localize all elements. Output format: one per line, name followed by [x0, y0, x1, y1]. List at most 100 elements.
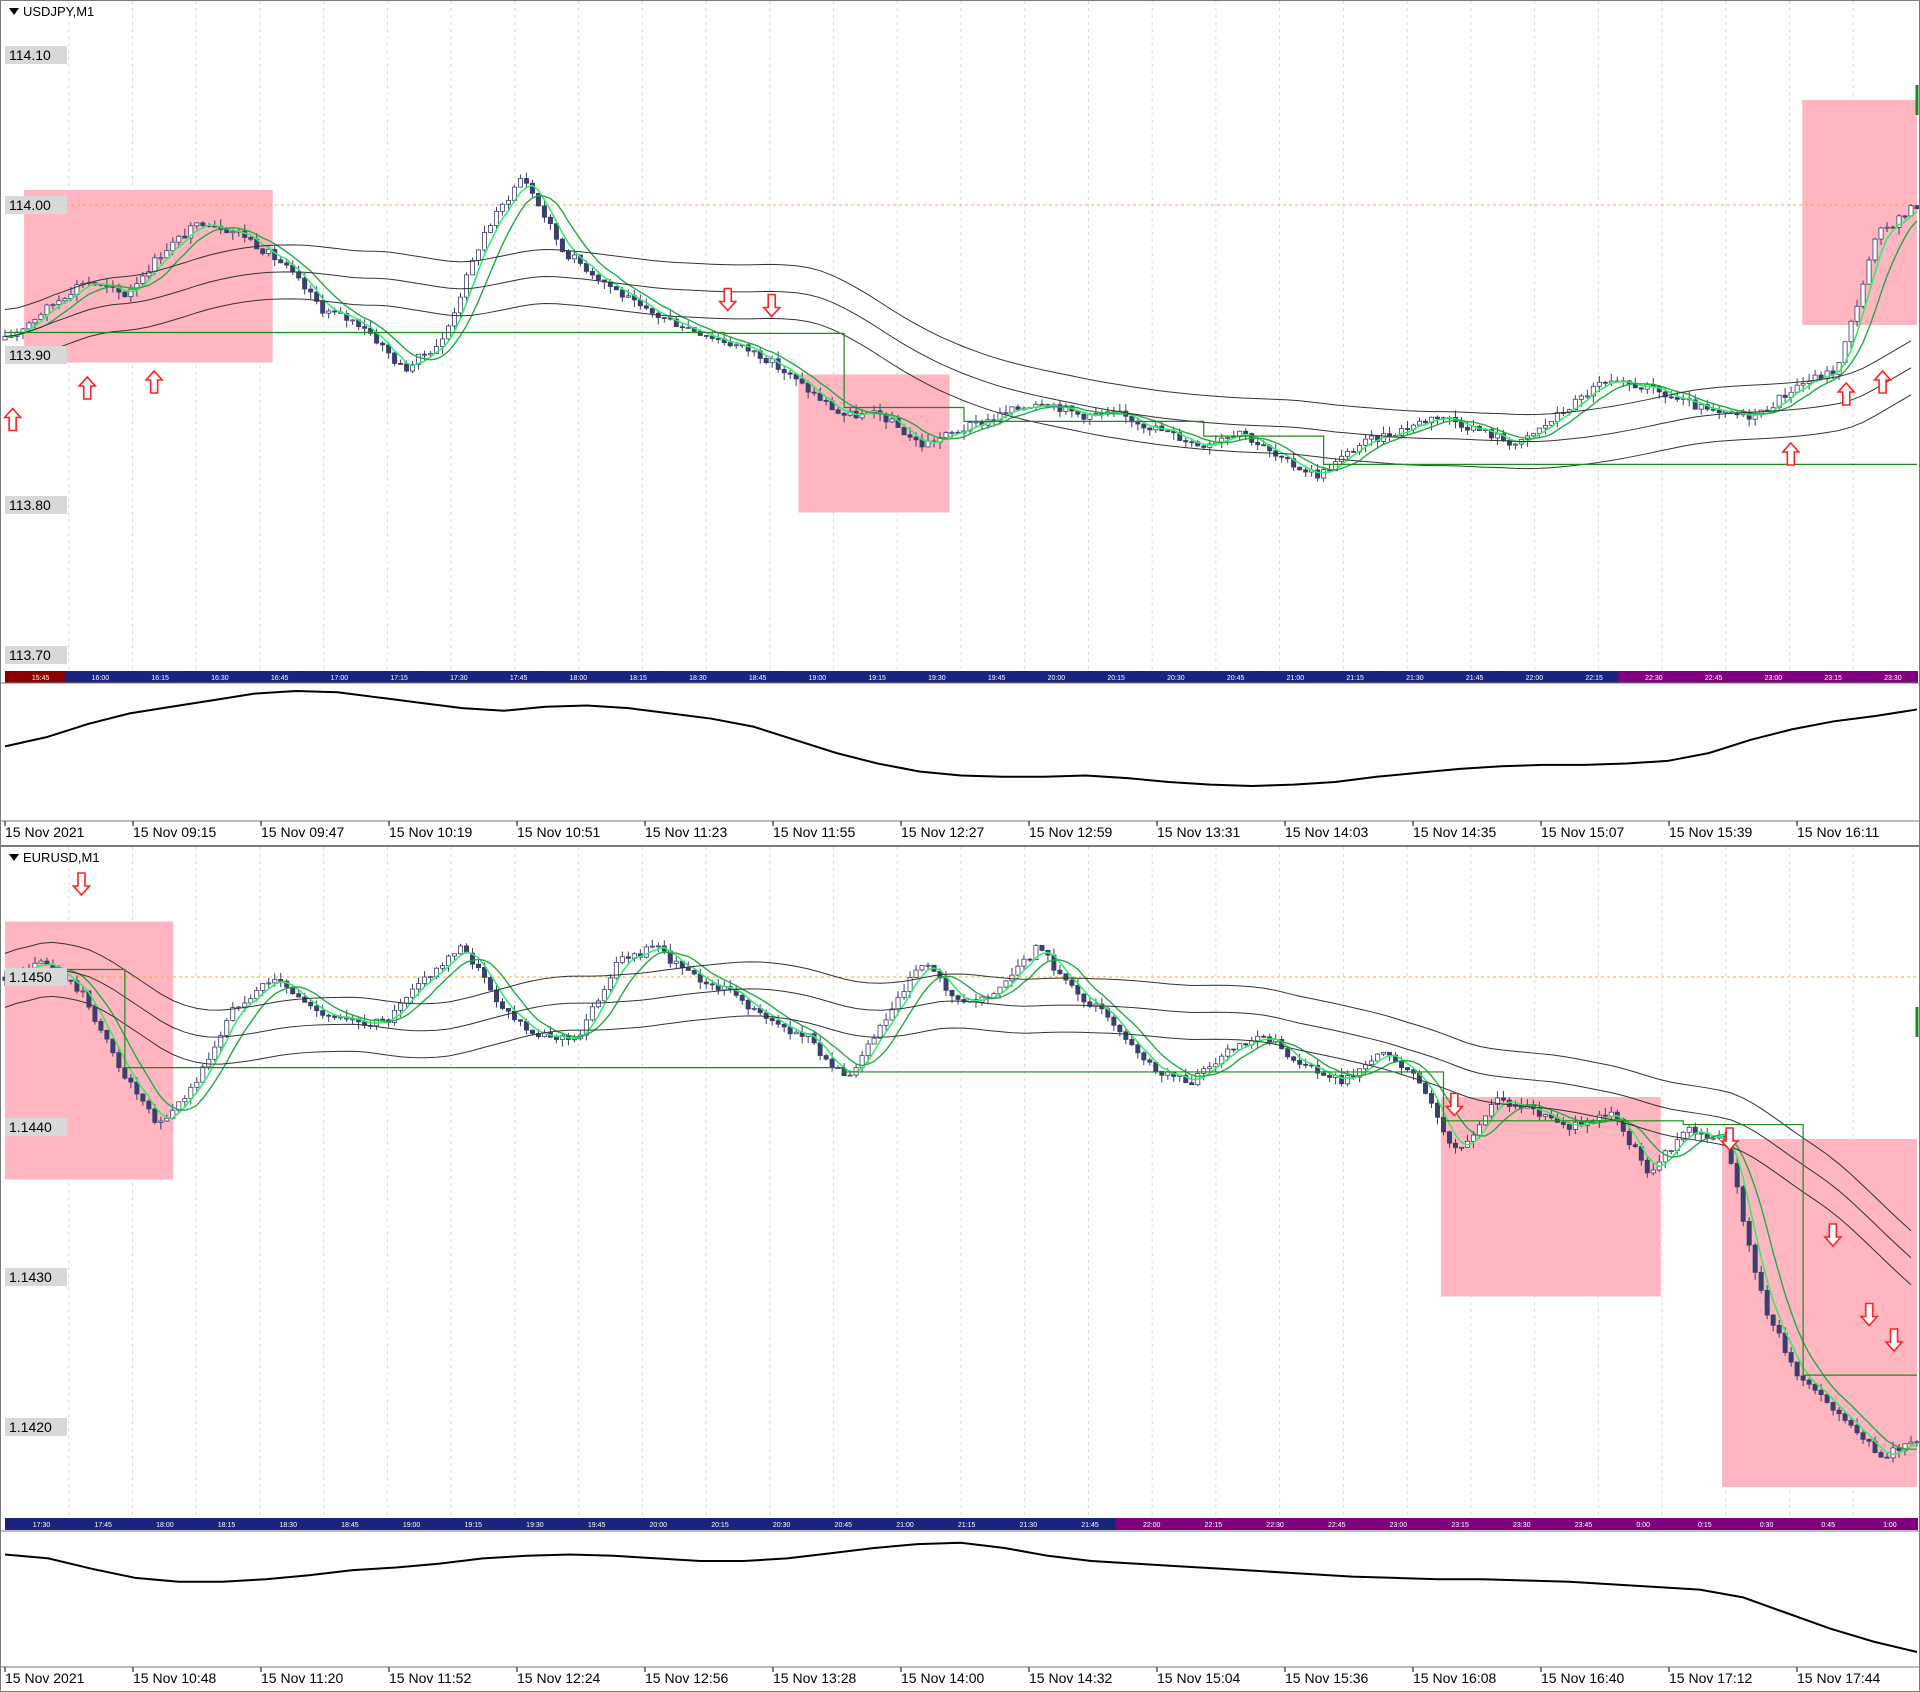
- candle-body: [1800, 383, 1806, 386]
- candle-body: [1255, 1035, 1261, 1042]
- candle-body: [440, 338, 446, 347]
- session-label: 0:00: [1636, 1522, 1650, 1529]
- session-segment: [806, 1518, 870, 1530]
- down-arrow-icon: [1884, 1328, 1904, 1353]
- candle-body: [1015, 406, 1021, 410]
- candle-body: [1692, 399, 1698, 410]
- up-arrow-icon: [1836, 381, 1857, 406]
- time-axis-label: 15 Nov 17:44: [1797, 1670, 1880, 1686]
- candle-body: [458, 296, 464, 314]
- session-label: 21:00: [896, 1522, 914, 1529]
- candle-body: [146, 271, 152, 277]
- candle-body: [1458, 1146, 1464, 1149]
- arrow-shape: [71, 872, 92, 897]
- candle-body: [919, 965, 925, 971]
- candle-body: [889, 1008, 895, 1021]
- candle-body: [488, 225, 493, 233]
- session-segment: [1797, 671, 1859, 683]
- session-segment: [5, 1518, 68, 1530]
- candle-body: [86, 990, 92, 1008]
- candle-body: [1866, 1438, 1872, 1442]
- candle-body: [529, 182, 535, 194]
- session-segment: [722, 671, 783, 683]
- candle-body: [320, 300, 326, 314]
- session-segment: [781, 671, 843, 683]
- oscillator-line: [4, 689, 1918, 788]
- candle-body: [44, 304, 50, 316]
- candle-body: [260, 248, 266, 254]
- candle-body: [206, 1058, 212, 1068]
- triangle-down-icon[interactable]: [9, 8, 19, 15]
- session-label: 22:00: [1526, 675, 1544, 682]
- candle-body: [1494, 433, 1500, 439]
- session-label: 19:15: [464, 1522, 482, 1529]
- candle-body: [1399, 428, 1405, 436]
- candle-body: [1578, 395, 1584, 400]
- candle-body: [284, 262, 290, 266]
- session-label: 16:15: [151, 675, 169, 682]
- candle-body: [230, 1007, 236, 1021]
- session-bar: 17:30 17:45 18:00 18:15 18:30 18:45 19:00 19:15…: [5, 1518, 1918, 1530]
- candle-body: [1141, 423, 1147, 429]
- session-segment: [1379, 671, 1440, 683]
- candle-body: [398, 1002, 404, 1011]
- time-axis-label: 15 Nov 14:32: [1029, 1670, 1112, 1686]
- session-segment: [1737, 671, 1799, 683]
- time-axis-label: 15 Nov 10:48: [133, 1670, 216, 1686]
- candle-body: [1399, 1061, 1405, 1069]
- candle-body: [811, 391, 817, 394]
- candle-body: [248, 998, 254, 1004]
- session-segment: [1115, 1518, 1178, 1530]
- candle-body: [505, 199, 511, 205]
- arrow-shape: [1781, 441, 1801, 466]
- session-segment: [1080, 671, 1142, 683]
- candle-body: [1860, 1432, 1866, 1440]
- candle-body: [1488, 429, 1494, 439]
- arrow-shape: [2, 407, 23, 432]
- chart-title[interactable]: USDJPY,M1: [9, 4, 94, 19]
- candle-body: [913, 436, 919, 441]
- session-label: 17:00: [331, 675, 349, 682]
- usdjpy-chart-panel[interactable]: USDJPY,M1 114.10 114.00 113.90 113.80 113.70…: [0, 0, 1920, 846]
- candle-body: [823, 400, 829, 402]
- candle-body: [122, 1067, 128, 1079]
- session-segment: [1053, 1518, 1117, 1530]
- candle-body: [1231, 1048, 1237, 1051]
- candle-body: [1800, 1375, 1806, 1381]
- session-label: 16:30: [211, 675, 229, 682]
- candle-body: [134, 283, 140, 290]
- usdjpy-chart-canvas[interactable]: 114.10 114.00 113.90 113.80 113.70 15:45 16:00…: [1, 1, 1920, 846]
- chart-title[interactable]: EURUSD,M1: [9, 850, 100, 865]
- candle-body: [1141, 1052, 1147, 1061]
- candle-body: [290, 986, 296, 995]
- price-label-bg: [5, 1268, 67, 1286]
- candle-body: [1003, 980, 1009, 988]
- candle-body: [841, 412, 847, 416]
- candle-body: [224, 1020, 230, 1036]
- session-label: 19:45: [588, 1522, 606, 1529]
- candle-body: [607, 977, 613, 990]
- time-axis-label: 15 Nov 15:39: [1669, 824, 1752, 840]
- price-axis-label: 114.00: [5, 196, 67, 214]
- session-segment: [745, 1518, 808, 1530]
- candle-body: [314, 291, 320, 302]
- candle-body: [691, 970, 697, 975]
- candle-body: [128, 288, 134, 298]
- session-label: 19:30: [928, 675, 946, 682]
- candle-body: [1357, 1068, 1363, 1078]
- candle-body: [1866, 259, 1872, 285]
- triangle-down-icon[interactable]: [9, 854, 19, 861]
- session-label: 22:45: [1328, 1522, 1346, 1529]
- down-arrow-icon: [1823, 1223, 1843, 1248]
- eurusd-chart-panel[interactable]: EURUSD,M1 1.1450 1.1440 1.1430 1.1420 17:30 1…: [0, 846, 1920, 1692]
- session-label: 19:30: [526, 1522, 544, 1529]
- candle-body: [1818, 1389, 1824, 1396]
- candle-body: [1860, 283, 1866, 307]
- session-segment: [1259, 671, 1321, 683]
- session-segment: [1439, 671, 1500, 683]
- session-label: 0:30: [1760, 1522, 1774, 1529]
- session-label: 0:15: [1698, 1522, 1712, 1529]
- candle-body: [482, 231, 487, 251]
- candle-body: [1405, 428, 1411, 430]
